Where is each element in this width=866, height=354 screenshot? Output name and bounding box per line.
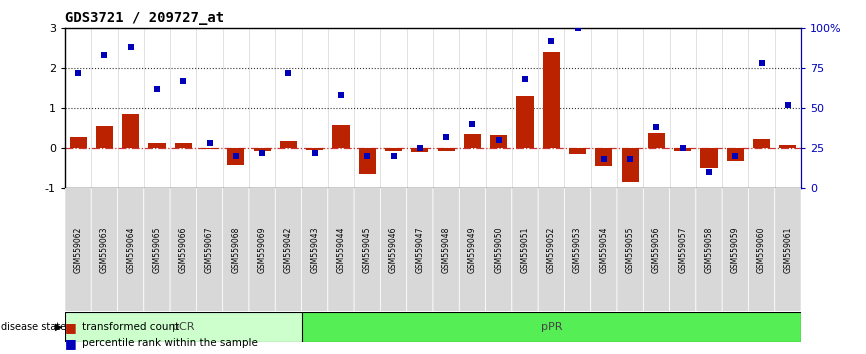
FancyBboxPatch shape	[512, 188, 538, 312]
FancyBboxPatch shape	[407, 188, 433, 312]
Bar	[701, 148, 718, 168]
FancyBboxPatch shape	[144, 188, 170, 312]
FancyBboxPatch shape	[433, 188, 459, 312]
Bar	[122, 114, 139, 148]
FancyBboxPatch shape	[591, 188, 617, 312]
FancyBboxPatch shape	[197, 188, 223, 312]
Text: GSM559045: GSM559045	[363, 226, 372, 273]
Text: GSM559067: GSM559067	[205, 226, 214, 273]
Bar	[622, 148, 639, 182]
Text: GSM559059: GSM559059	[731, 226, 740, 273]
Bar	[516, 96, 533, 148]
FancyBboxPatch shape	[565, 188, 591, 312]
Bar	[69, 137, 87, 148]
FancyBboxPatch shape	[118, 188, 144, 312]
FancyBboxPatch shape	[170, 188, 197, 312]
Text: GSM559064: GSM559064	[126, 226, 135, 273]
Text: GSM559043: GSM559043	[310, 226, 320, 273]
Bar	[307, 148, 323, 150]
Bar	[727, 148, 744, 161]
Bar	[254, 148, 271, 150]
Text: GSM559052: GSM559052	[546, 226, 556, 273]
Text: GSM559065: GSM559065	[152, 226, 161, 273]
Text: GSM559061: GSM559061	[784, 226, 792, 273]
FancyBboxPatch shape	[617, 188, 643, 312]
Text: GDS3721 / 209727_at: GDS3721 / 209727_at	[65, 11, 224, 25]
Text: percentile rank within the sample: percentile rank within the sample	[82, 338, 258, 348]
Bar	[333, 125, 350, 148]
Text: GSM559058: GSM559058	[705, 226, 714, 273]
Bar	[148, 143, 165, 148]
Bar	[779, 145, 797, 148]
Text: GSM559053: GSM559053	[573, 226, 582, 273]
FancyBboxPatch shape	[669, 188, 696, 312]
Bar	[569, 148, 586, 154]
Text: GSM559042: GSM559042	[284, 226, 293, 273]
Bar	[648, 133, 665, 148]
Text: GSM559057: GSM559057	[678, 226, 688, 273]
Text: transformed count: transformed count	[82, 322, 179, 332]
Bar	[675, 148, 691, 150]
Text: ▶: ▶	[55, 321, 62, 332]
Text: GSM559046: GSM559046	[389, 226, 398, 273]
FancyBboxPatch shape	[696, 188, 722, 312]
Bar	[359, 148, 376, 174]
Text: GSM559060: GSM559060	[757, 226, 766, 273]
Text: GSM559066: GSM559066	[178, 226, 188, 273]
FancyBboxPatch shape	[775, 188, 801, 312]
Text: ■: ■	[65, 321, 77, 334]
Bar	[175, 143, 191, 148]
Bar	[490, 135, 507, 148]
Bar	[385, 148, 402, 151]
Bar	[595, 148, 612, 166]
FancyBboxPatch shape	[722, 188, 748, 312]
FancyBboxPatch shape	[486, 188, 512, 312]
FancyBboxPatch shape	[223, 188, 249, 312]
Text: pPR: pPR	[540, 321, 562, 332]
FancyBboxPatch shape	[380, 188, 407, 312]
FancyBboxPatch shape	[643, 188, 669, 312]
Text: GSM559068: GSM559068	[231, 226, 241, 273]
Text: GSM559051: GSM559051	[520, 226, 529, 273]
Text: GSM559056: GSM559056	[652, 226, 661, 273]
FancyBboxPatch shape	[459, 188, 486, 312]
FancyBboxPatch shape	[91, 188, 118, 312]
Text: GSM559062: GSM559062	[74, 226, 82, 273]
Bar	[543, 52, 559, 148]
Bar	[96, 126, 113, 148]
Text: GSM559069: GSM559069	[257, 226, 267, 273]
Bar	[464, 134, 481, 148]
Text: GSM559054: GSM559054	[599, 226, 609, 273]
FancyBboxPatch shape	[301, 188, 328, 312]
FancyBboxPatch shape	[249, 188, 275, 312]
FancyBboxPatch shape	[275, 188, 301, 312]
Bar	[201, 148, 218, 149]
Bar	[280, 141, 297, 148]
Text: GSM559044: GSM559044	[337, 226, 346, 273]
Bar	[227, 148, 244, 165]
Bar	[411, 148, 429, 152]
Text: GSM559063: GSM559063	[100, 226, 109, 273]
Text: ■: ■	[65, 337, 77, 350]
FancyBboxPatch shape	[328, 188, 354, 312]
Bar	[753, 139, 770, 148]
FancyBboxPatch shape	[748, 188, 775, 312]
Text: GSM559055: GSM559055	[625, 226, 635, 273]
FancyBboxPatch shape	[354, 188, 380, 312]
Bar	[437, 148, 455, 151]
Text: GSM559049: GSM559049	[468, 226, 477, 273]
FancyBboxPatch shape	[538, 188, 565, 312]
Text: disease state: disease state	[1, 321, 66, 332]
Text: GSM559047: GSM559047	[416, 226, 424, 273]
Text: GSM559050: GSM559050	[494, 226, 503, 273]
Text: pCR: pCR	[172, 321, 195, 332]
FancyBboxPatch shape	[65, 188, 91, 312]
Text: GSM559048: GSM559048	[442, 226, 450, 273]
